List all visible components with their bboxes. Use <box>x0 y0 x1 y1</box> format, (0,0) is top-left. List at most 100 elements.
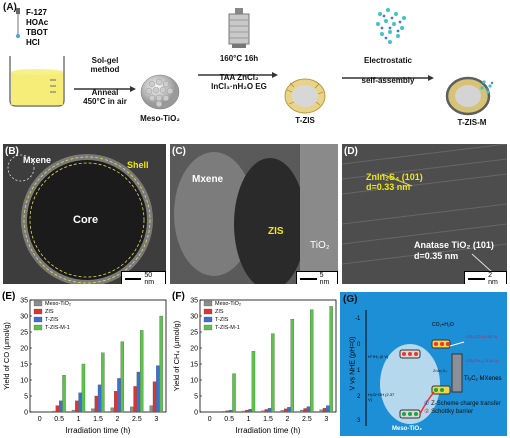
bar <box>225 410 230 413</box>
x-tick-label: 0.5 <box>54 416 64 423</box>
arrow-icon <box>342 68 434 86</box>
meso-tio2-sphere-icon <box>140 74 180 110</box>
panel-g-label: (G) <box>343 294 358 305</box>
dropper-icon <box>14 8 22 38</box>
lattice-label: ZnIn₂S₄ (101) <box>366 172 423 182</box>
y-tick-label: 25 <box>20 330 28 337</box>
bar <box>287 407 291 413</box>
bar <box>228 409 233 413</box>
bar <box>149 405 153 413</box>
y-tick-label: 15 <box>20 362 28 369</box>
bar <box>283 408 288 413</box>
bar <box>130 406 134 413</box>
bar <box>267 408 272 413</box>
bar <box>306 406 311 413</box>
bar <box>133 386 137 413</box>
lattice-spacing: d=0.35 nm <box>414 251 459 261</box>
bar <box>78 392 82 413</box>
bar <box>261 410 265 413</box>
y-tick: 2 <box>357 394 361 400</box>
step3-text-b: self-assembly <box>336 76 440 85</box>
panel-c-tem-image: (C) Mxene ZIS TiO₂ 5 nm <box>170 144 338 284</box>
legend-swatch <box>33 300 43 307</box>
bar <box>71 409 76 413</box>
bar <box>94 395 98 413</box>
step1-text: Sol-gel method <box>72 56 138 74</box>
step-label: Electrostatic <box>363 56 413 65</box>
y-tick-label: 10 <box>20 378 28 385</box>
step1-text-b: Anneal 450°C in air <box>72 88 138 106</box>
x-tick-label: 2 <box>115 416 119 423</box>
t-zis-m-sphere-icon <box>444 74 496 116</box>
bar <box>232 373 236 413</box>
arrow-icon <box>74 79 136 97</box>
x-tick-label: 1 <box>247 416 251 423</box>
product1-label: Meso-TiO₂ <box>140 114 180 123</box>
panel-d-tem-image: (D) ZnIn₂S₄ (101) d=0.33 nm Anatase TiO₂… <box>342 144 507 284</box>
scale-bar-line <box>468 278 486 280</box>
y-tick-label: 20 <box>190 346 198 353</box>
y-tick: 3 <box>357 418 361 424</box>
bar <box>136 371 141 413</box>
reagent: F-127 <box>26 8 47 17</box>
legend-label: Meso-TiO₂ <box>45 301 71 307</box>
bar <box>319 409 323 413</box>
panel-b-label: (B) <box>5 146 19 157</box>
legend-swatch <box>203 308 213 315</box>
legend-swatch <box>33 324 43 331</box>
t-zis-sphere-icon <box>284 78 326 114</box>
x-tick-label: 1.5 <box>93 416 103 423</box>
autoclave-icon <box>226 8 252 48</box>
y-tick-label: 0 <box>194 410 198 417</box>
zis-label: ZIS <box>268 226 284 237</box>
x-tick-label: 2.5 <box>132 416 142 423</box>
bar <box>113 391 118 413</box>
y-tick-label: 35 <box>20 298 28 305</box>
bar <box>310 309 314 413</box>
legend-swatch <box>203 324 213 331</box>
y-tick-label: 10 <box>190 378 198 385</box>
oh-label: H₂O/·OH (2.37 V) <box>368 392 395 402</box>
reagent: HCl <box>26 38 40 47</box>
bar <box>280 410 285 413</box>
mxene-label: Mxene <box>23 155 52 165</box>
bar <box>326 405 330 413</box>
y-tick-label: 35 <box>190 298 198 305</box>
shell-label: Shell <box>127 160 149 170</box>
y-tick: -1 <box>355 316 361 322</box>
legend-label: ZIS <box>215 309 224 315</box>
bar <box>140 330 144 413</box>
legend: ① Z-Scheme charge transfer ② Schottky ba… <box>424 400 501 416</box>
bar <box>264 409 268 413</box>
scale-bar: 2 nm <box>464 271 507 284</box>
meso-label: Meso-TiO₂ <box>392 426 422 432</box>
legend-label: T-ZIS <box>45 317 59 323</box>
znins-label: ZnIn₂S₄ (101) d=0.33 nm <box>366 172 423 192</box>
beaker-icon <box>6 50 68 108</box>
legend-item: ① Z-Scheme charge transfer <box>424 401 501 407</box>
legend-swatch <box>203 300 213 307</box>
product3-label: T-ZIS-M <box>457 118 487 127</box>
y-tick: 1 <box>357 368 361 374</box>
bar <box>152 381 157 413</box>
bar <box>303 408 307 413</box>
bar <box>222 411 226 413</box>
bar <box>300 409 304 413</box>
y-tick-label: 30 <box>190 314 198 321</box>
bar <box>290 319 295 413</box>
tio2-label: TiO₂ <box>310 240 330 251</box>
legend-text: Schottky barrier <box>431 409 474 415</box>
scale-text: 50 nm <box>144 272 155 284</box>
bar <box>101 352 105 413</box>
bar <box>120 341 125 413</box>
x-tick-label: 2 <box>285 416 289 423</box>
co2-in-label: CO₂+H₂O <box>432 322 454 328</box>
y-tick-label: 5 <box>24 394 28 401</box>
panel-g-diagram: (G) V vs NHE (pH=0) -1 0 1 2 3 H⁺/H₂ (0 … <box>340 292 507 436</box>
step-label: TAA ZnCl₂ <box>219 73 259 82</box>
chart-e: (E) 0 5 10 15 20 25 30 35 Yield of CO (μmol/g) 0 0.… <box>2 291 167 435</box>
panel-label: (E) <box>2 291 15 302</box>
x-tick-label: 0 <box>38 416 42 423</box>
bar <box>58 400 63 413</box>
legend-swatch <box>33 308 43 315</box>
